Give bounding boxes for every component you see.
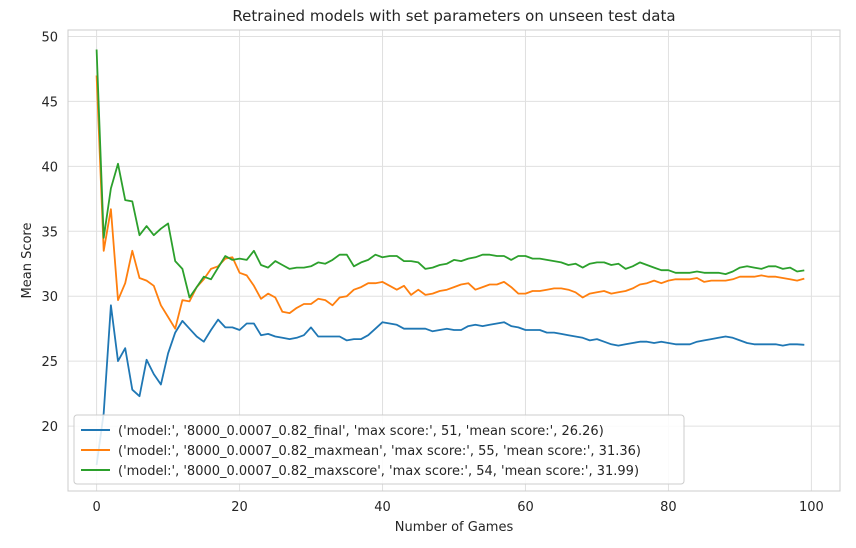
plot-frame <box>67 29 841 492</box>
y-tick-label: 25 <box>41 355 58 370</box>
y-tick-label: 40 <box>41 160 58 175</box>
y-tick-label: 20 <box>41 420 58 435</box>
y-tick-label: 50 <box>41 30 58 45</box>
tick-labels: 0 20 40 60 80 100 20 25 30 35 40 45 50 <box>41 30 823 515</box>
series-line-2 <box>95 49 805 299</box>
grid <box>68 30 840 491</box>
x-tick-label: 100 <box>799 500 824 515</box>
x-axis-label: Number of Games <box>395 520 514 535</box>
y-tick-label: 45 <box>41 95 58 110</box>
legend-label-1: ('model:', '8000_0.0007_0.82_maxmean', '… <box>118 444 641 459</box>
y-tick-label: 35 <box>41 225 58 240</box>
legend: ('model:', '8000_0.0007_0.82_final', 'ma… <box>73 414 685 485</box>
x-tick-label: 20 <box>231 500 248 515</box>
legend-box <box>73 414 685 485</box>
legend-label-0: ('model:', '8000_0.0007_0.82_final', 'ma… <box>118 424 604 439</box>
legend-label-2: ('model:', '8000_0.0007_0.82_maxscore', … <box>118 464 639 479</box>
y-axis-label: Mean Score <box>20 223 35 299</box>
x-tick-label: 80 <box>660 500 677 515</box>
series-layer <box>95 49 805 466</box>
x-tick-label: 40 <box>374 500 391 515</box>
x-tick-label: 60 <box>517 500 534 515</box>
x-tick-label: 0 <box>92 500 100 515</box>
chart-title: Retrained models with set parameters on … <box>232 7 675 25</box>
y-tick-label: 30 <box>41 290 58 305</box>
series-line-1 <box>95 75 805 330</box>
series-line-0 <box>95 304 805 466</box>
